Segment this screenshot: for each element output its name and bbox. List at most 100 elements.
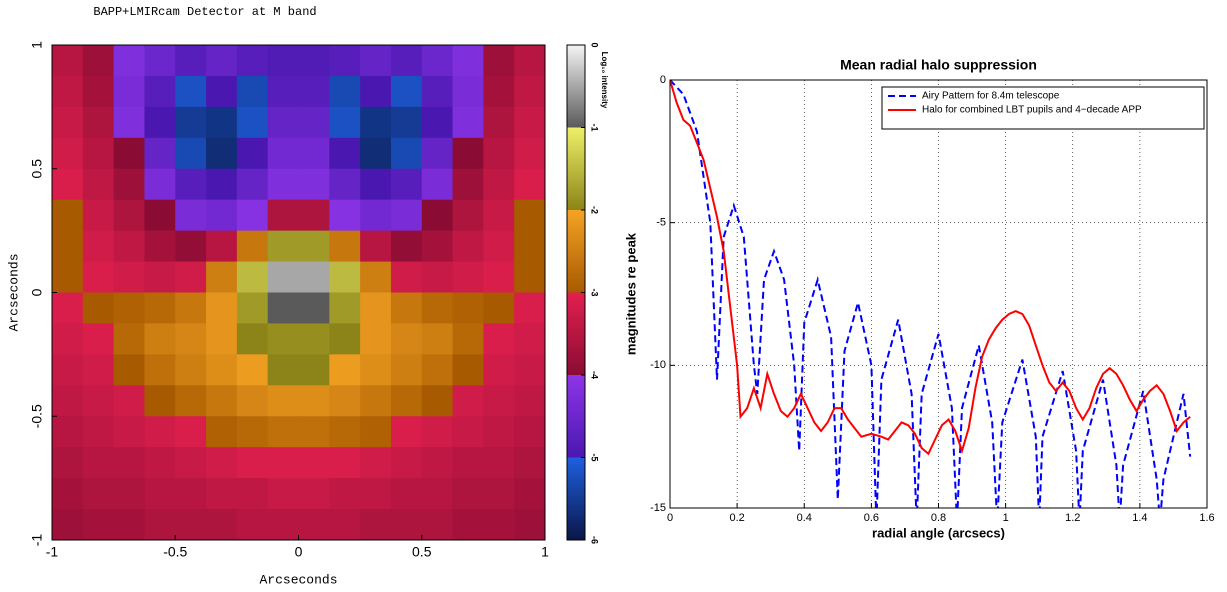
x-tick-label: 0.4 <box>797 512 812 524</box>
heat-cell <box>52 199 84 232</box>
x-tick-label: 1 <box>541 544 549 560</box>
colorbar-tick-label: -2 <box>590 206 600 214</box>
heat-cell <box>452 354 484 386</box>
heat-cell <box>452 106 484 139</box>
heat-cell <box>483 416 515 448</box>
heat-cell <box>514 168 546 201</box>
heat-cell <box>329 45 361 77</box>
heat-cell <box>175 75 207 108</box>
x-tick-label: 0.2 <box>729 512 744 524</box>
heat-cell <box>113 447 145 479</box>
heat-cell <box>329 230 361 263</box>
heat-cell <box>267 106 299 139</box>
colorbar-tick-label: -3 <box>590 288 600 296</box>
heat-cell <box>390 478 423 510</box>
y-tick-label: -1 <box>29 534 45 547</box>
heat-cell <box>483 75 515 108</box>
y-tick-label: -5 <box>656 217 666 229</box>
heat-cell <box>390 354 423 386</box>
heat-cell <box>421 292 454 324</box>
heat-cell <box>144 478 176 510</box>
legend-label: Airy Pattern for 8.4m telescope <box>922 91 1060 102</box>
heat-cell <box>82 261 115 293</box>
y-tick-label: -15 <box>650 502 666 514</box>
heat-cell <box>360 106 392 139</box>
heat-cell <box>82 323 115 355</box>
heat-cell <box>421 416 454 448</box>
colorbar-tick-label: -4 <box>590 371 600 379</box>
heat-cell <box>421 447 454 479</box>
heat-cell <box>144 137 176 170</box>
heat-cell <box>144 45 176 77</box>
heat-cell <box>52 137 84 170</box>
heat-cell <box>206 168 238 201</box>
heat-cell <box>360 416 392 448</box>
heat-cell <box>52 106 84 139</box>
heat-cell <box>390 385 423 417</box>
heat-cell <box>206 509 238 541</box>
heat-cell <box>267 354 299 386</box>
heat-cell <box>329 261 361 293</box>
heat-cell <box>82 292 115 324</box>
y-tick-label: 0 <box>660 74 666 86</box>
plot-frame <box>669 79 1208 509</box>
x-tick-label: 0.5 <box>412 544 432 560</box>
heat-cell <box>144 261 176 293</box>
heat-cell <box>52 323 84 355</box>
heat-cell <box>82 447 115 479</box>
heat-cell <box>329 168 361 201</box>
heat-cell <box>390 447 423 479</box>
heat-cell <box>236 385 269 417</box>
heat-cell <box>421 199 454 232</box>
heat-cell <box>360 385 392 417</box>
heat-cell <box>175 292 207 324</box>
heat-cell <box>329 323 361 355</box>
heat-cell <box>144 509 176 541</box>
heat-cell <box>329 385 361 417</box>
heat-cell <box>175 45 207 77</box>
chart-title: BAPP+LMIRcam Detector at M band <box>93 5 316 19</box>
heat-cell <box>82 199 115 232</box>
heat-cell <box>52 354 84 386</box>
heat-cell <box>236 106 269 139</box>
heat-cell <box>483 199 515 232</box>
heat-cell <box>298 168 330 201</box>
heat-cell <box>514 106 546 139</box>
heat-cell <box>206 75 238 108</box>
colorbar-band <box>567 210 585 293</box>
heat-cell <box>236 323 269 355</box>
heat-cell <box>236 292 269 324</box>
x-axis-label: radial angle (arcsecs) <box>872 525 1005 540</box>
heat-cell <box>421 45 454 77</box>
heat-cell <box>298 385 330 417</box>
heat-cell <box>483 168 515 201</box>
heat-cell <box>113 106 145 139</box>
heat-cell <box>82 45 115 77</box>
heat-cell <box>298 199 330 232</box>
heat-cell <box>452 75 484 108</box>
heat-cell <box>206 323 238 355</box>
heat-cell <box>483 106 515 139</box>
heat-cell <box>52 385 84 417</box>
heat-cell <box>298 137 330 170</box>
x-tick-label: 0.8 <box>931 512 946 524</box>
y-tick-label: 0 <box>29 288 45 296</box>
heat-cell <box>175 416 207 448</box>
heat-cell <box>298 75 330 108</box>
heat-cell <box>421 261 454 293</box>
heat-cell <box>144 323 176 355</box>
heat-cell <box>298 447 330 479</box>
x-tick-label: 0.6 <box>864 512 879 524</box>
heat-cell <box>236 416 269 448</box>
heat-cell <box>483 137 515 170</box>
heat-cell <box>52 478 84 510</box>
heat-cell <box>82 354 115 386</box>
heat-cell <box>329 354 361 386</box>
heat-cell <box>390 106 423 139</box>
heat-cell <box>360 168 392 201</box>
heat-cell <box>52 45 84 77</box>
heat-cell <box>452 509 484 541</box>
colorbar-band <box>567 45 585 128</box>
heat-cell <box>421 137 454 170</box>
heat-cell <box>483 447 515 479</box>
